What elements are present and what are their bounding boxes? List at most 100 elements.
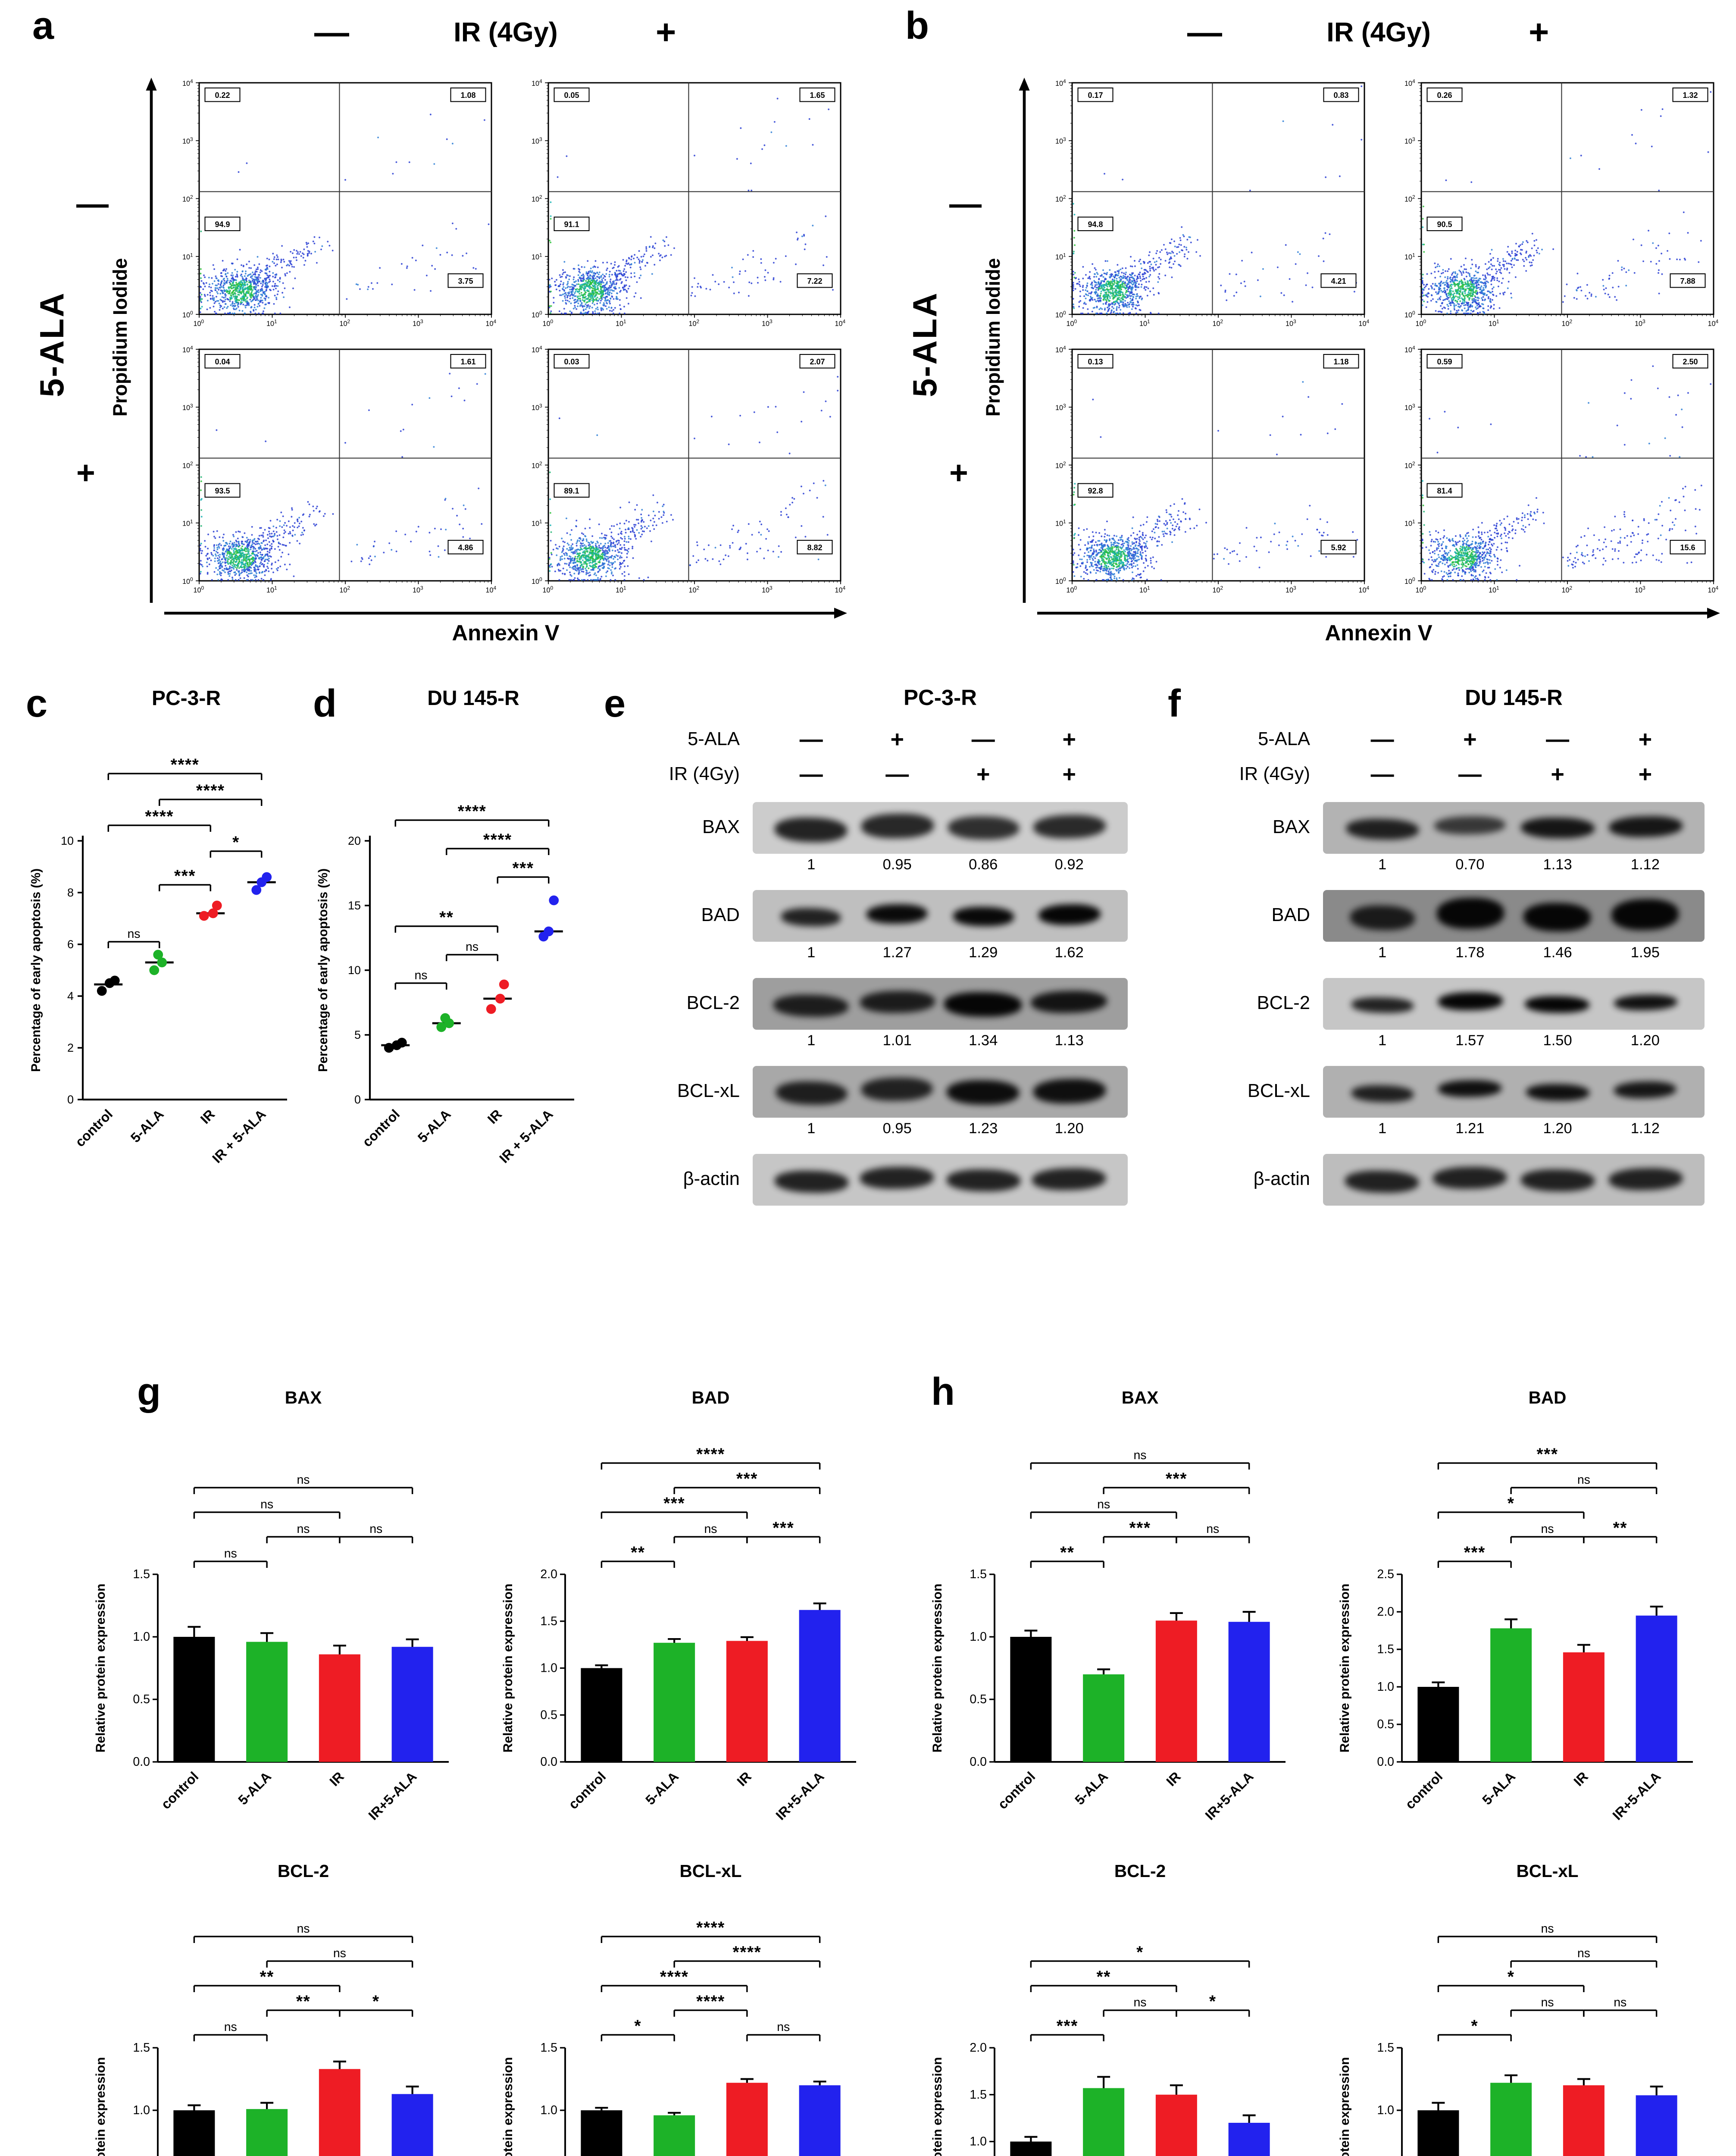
bar-IR+5-ALA xyxy=(1636,1615,1677,1762)
sig-label-stars: *** xyxy=(773,1519,794,1538)
svg-text:100: 100 xyxy=(532,310,542,319)
protein-label: β-actin xyxy=(1253,1169,1310,1190)
sig-label-ns: ns xyxy=(333,1946,346,1960)
data-point xyxy=(251,885,262,895)
quadrant-gate-box xyxy=(1077,216,1114,232)
y-axis-label: Relative protein expression xyxy=(94,1584,108,1753)
blot-strip xyxy=(1323,802,1705,854)
sig-label-ns: ns xyxy=(260,1498,273,1511)
sig-label-stars: ** xyxy=(296,1993,310,2011)
sig-label-ns: ns xyxy=(1541,1522,1554,1536)
svg-text:100: 100 xyxy=(543,585,554,594)
svg-text:104: 104 xyxy=(182,345,193,354)
quadrant-gate-box xyxy=(554,483,590,498)
y-axis-label: Relative protein expression xyxy=(930,1584,945,1753)
x-tick-label: 5-ALA xyxy=(642,1768,682,1808)
data-point xyxy=(109,975,120,986)
data-point xyxy=(208,908,218,918)
protein-band xyxy=(1436,897,1504,929)
lane-sign: — xyxy=(971,726,995,752)
band-value: 1 xyxy=(1378,1034,1387,1049)
x-tick-label: IR + 5-ALA xyxy=(209,1106,269,1166)
y-axis-label: Relative protein expression xyxy=(94,2057,108,2156)
sig-label-ns: ns xyxy=(1577,1473,1590,1487)
x-tick-label: IR xyxy=(1163,1768,1184,1789)
sig-label-stars: **** xyxy=(696,1445,725,1464)
svg-text:101: 101 xyxy=(616,585,626,594)
ir-minus-sign: — xyxy=(1187,13,1222,52)
protein-band xyxy=(866,903,928,924)
protein-band xyxy=(1349,904,1415,931)
data-point xyxy=(549,895,559,906)
band-quantification-row: 1 0.95 0.86 0.92 xyxy=(597,854,1147,880)
x-tick-label: control xyxy=(72,1106,116,1150)
protein-label: BAX xyxy=(1272,818,1310,838)
quadrant-gate-box xyxy=(799,354,835,369)
bar-control xyxy=(581,1668,622,1762)
band-value: 1.57 xyxy=(1455,1034,1485,1049)
lane-sign: + xyxy=(1638,761,1652,787)
bar-control xyxy=(1417,1687,1459,1762)
svg-text:93.5: 93.5 xyxy=(215,487,230,495)
x-tick-label: control xyxy=(995,1768,1038,1812)
svg-text:104: 104 xyxy=(835,319,846,328)
protein-band xyxy=(1346,818,1419,840)
x-tick-label: IR+5-ALA xyxy=(365,1768,419,1823)
sig-label-stars: ** xyxy=(260,1968,274,1987)
protein-band xyxy=(861,812,934,838)
bar-IR+5-ALA xyxy=(1228,1622,1270,1762)
lane-sign-row: IR (4Gy) — — + + xyxy=(597,757,1147,792)
svg-text:100: 100 xyxy=(182,310,193,319)
protein-label: BCL-2 xyxy=(686,993,740,1014)
svg-text:101: 101 xyxy=(1055,252,1066,261)
bar-control xyxy=(1010,2141,1052,2156)
x-tick-label: 5-ALA xyxy=(235,1768,274,1808)
protein-band xyxy=(1434,815,1506,835)
bar-IR xyxy=(319,1654,360,1762)
quadrant-gate-box xyxy=(204,483,241,498)
band-quantification-row: 1 1.27 1.29 1.62 xyxy=(597,942,1147,968)
protein-band xyxy=(1608,815,1682,838)
row-sign-minus: — xyxy=(76,186,109,222)
bar-5-ALA xyxy=(1490,2083,1532,2156)
x-tick-label: 5-ALA xyxy=(1072,1768,1111,1808)
band-quantification-row: 1 1.57 1.50 1.20 xyxy=(1161,1030,1717,1056)
lane-sign: + xyxy=(1062,726,1076,752)
y-axis-label: Relative protein expression xyxy=(501,2057,515,2156)
band-value: 1.78 xyxy=(1455,946,1485,961)
sig-label-stars: * xyxy=(634,2017,641,2036)
pi-axis-arrow xyxy=(146,78,157,603)
svg-text:100: 100 xyxy=(194,585,204,594)
svg-text:101: 101 xyxy=(1139,319,1150,328)
svg-text:101: 101 xyxy=(266,585,277,594)
bar-IR+5-ALA xyxy=(1636,2095,1677,2156)
sig-label-stars: *** xyxy=(1129,1519,1151,1538)
panel-letter-h: h xyxy=(931,1371,955,1414)
svg-text:7.22: 7.22 xyxy=(807,277,822,285)
lane-sign: + xyxy=(890,726,904,752)
quadrant-gate-box xyxy=(554,354,590,369)
sig-label-ns: ns xyxy=(369,1522,382,1536)
protein-band xyxy=(861,1077,933,1101)
svg-text:101: 101 xyxy=(616,319,626,328)
lane-sign: + xyxy=(976,761,990,787)
svg-text:104: 104 xyxy=(532,78,542,88)
sig-label-ns: ns xyxy=(127,927,140,941)
svg-text:101: 101 xyxy=(266,319,277,328)
sig-label-stars: **** xyxy=(696,1993,725,2011)
svg-text:102: 102 xyxy=(340,319,350,328)
ir-condition-header: — IR (4Gy) + xyxy=(164,13,847,57)
y-axis-label: Relative protein expression xyxy=(930,2057,945,2156)
band-value: 1.62 xyxy=(1054,946,1084,961)
svg-text:4.86: 4.86 xyxy=(458,543,473,552)
lane-sign: — xyxy=(885,761,909,787)
protein-label: BAD xyxy=(701,906,740,926)
bar-control xyxy=(581,2110,622,2156)
lane-sign: — xyxy=(1458,761,1482,787)
